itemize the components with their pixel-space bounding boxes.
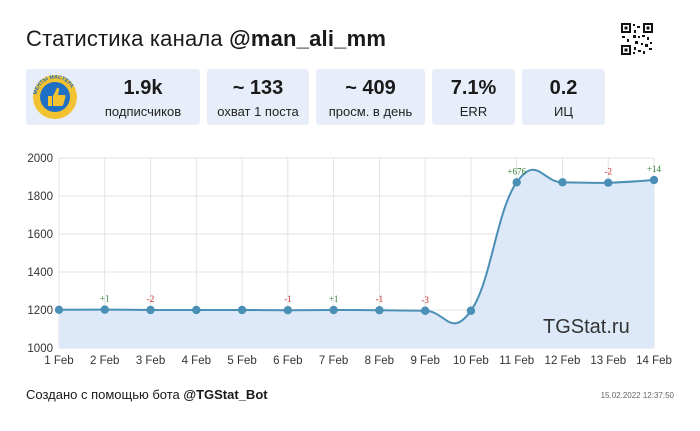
stat-value: ~ 133	[232, 77, 284, 99]
data-label: -1	[376, 294, 384, 304]
data-label: -3	[421, 295, 429, 305]
data-label: +676	[507, 166, 526, 176]
stat-label: подписчиков	[104, 104, 182, 119]
x-tick-label: 3 Feb	[136, 355, 165, 367]
data-point	[649, 175, 659, 185]
page-title: Статистика канала @man_ali_mm	[26, 26, 386, 52]
footer-credit: Создано с помощью бота @TGStat_Bot	[26, 387, 268, 402]
y-tick-label: 1200	[27, 305, 53, 317]
stat-label: ИЦ	[554, 104, 573, 119]
data-label: +1	[100, 294, 110, 304]
data-point	[375, 305, 384, 315]
stat-value: 1.9k	[123, 77, 163, 99]
data-point	[420, 306, 430, 315]
data-label: +14	[647, 164, 662, 174]
stat-card-citation-index: 0.2 ИЦ	[522, 69, 605, 125]
stat-value: ~ 409	[345, 77, 396, 99]
data-label: -2	[147, 294, 155, 304]
bot-handle: @TGStat_Bot	[183, 387, 268, 402]
data-point	[604, 178, 613, 187]
timestamp: 15.02.2022 12:37:50	[600, 391, 674, 400]
title-prefix: Статистика канала	[26, 26, 230, 51]
stat-card-reach: ~ 133 охват 1 поста	[207, 69, 309, 125]
x-tick-label: 14 Feb	[636, 355, 672, 367]
data-label: -1	[284, 294, 292, 304]
stat-card-subscribers: МЕНТЫ МАСТЕРА 1.9k подписчиков	[26, 69, 200, 125]
y-tick-label: 2000	[27, 153, 53, 165]
data-point	[512, 178, 521, 187]
stat-label: ERR	[459, 104, 488, 119]
stat-label: охват 1 поста	[217, 104, 299, 119]
y-tick-label: 1600	[27, 229, 53, 241]
x-tick-label: 2 Feb	[90, 355, 119, 367]
stat-label: просм. в день	[328, 104, 413, 119]
x-tick-label: 9 Feb	[410, 355, 439, 367]
x-tick-label: 6 Feb	[273, 355, 302, 367]
y-tick-label: 1000	[27, 343, 53, 355]
stat-card-err: 7.1% ERR	[432, 69, 515, 125]
stat-card-daily-views: ~ 409 просм. в день	[316, 69, 425, 125]
data-point	[466, 306, 476, 315]
x-tick-label: 12 Feb	[545, 355, 581, 367]
x-tick-label: 4 Feb	[182, 355, 211, 367]
data-point	[146, 305, 155, 315]
channel-avatar: МЕНТЫ МАСТЕРА	[33, 74, 77, 119]
channel-handle: @man_ali_mm	[229, 26, 387, 51]
stat-value: 7.1%	[450, 77, 497, 99]
stat-value: 0.2	[549, 77, 578, 99]
x-tick-label: 8 Feb	[365, 355, 394, 367]
data-point	[192, 305, 201, 315]
qr-code-icon	[620, 22, 654, 56]
footer-created-text: Создано с помощью бота	[26, 387, 184, 402]
y-tick-label: 1400	[27, 267, 53, 279]
x-tick-label: 13 Feb	[590, 355, 626, 367]
x-tick-label: 5 Feb	[227, 355, 256, 367]
data-label: +1	[329, 294, 339, 304]
data-point	[54, 305, 64, 315]
data-point	[329, 305, 338, 315]
x-tick-label: 10 Feb	[453, 355, 489, 367]
x-tick-label: 1 Feb	[44, 355, 73, 367]
subscribers-chart: +1 -2 -1 +1 -1 -3 +676 -2 +14 1 Feb 2 Feb 3 Feb 4 F…	[27, 153, 672, 367]
area-fill	[59, 169, 654, 348]
y-tick-label: 1800	[27, 191, 53, 203]
data-point	[558, 178, 567, 187]
data-point	[100, 305, 109, 314]
data-point	[283, 305, 293, 315]
data-point	[237, 305, 247, 315]
x-tick-label: 7 Feb	[319, 355, 348, 367]
watermark: TGStat.ru	[543, 316, 630, 338]
x-tick-label: 11 Feb	[499, 355, 534, 367]
data-label: -2	[604, 167, 612, 177]
